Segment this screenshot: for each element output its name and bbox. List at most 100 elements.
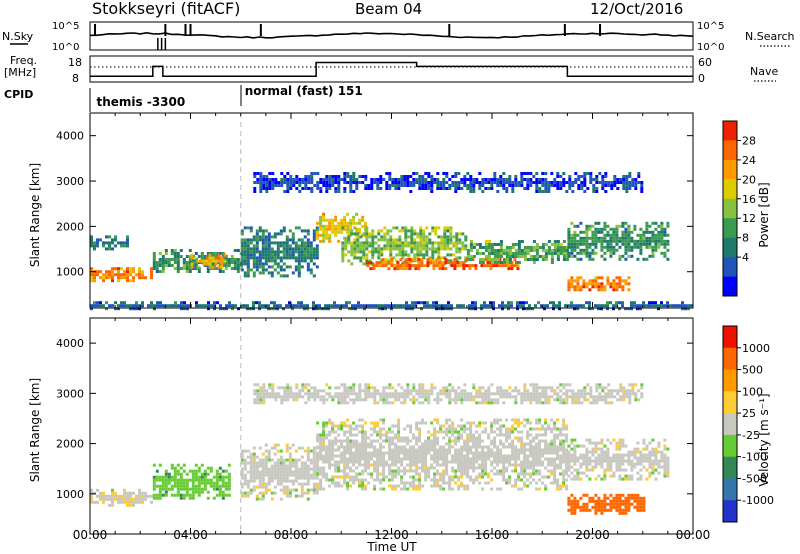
colorbar-frame [722,120,738,297]
echo-band [567,276,631,292]
echo-band [253,172,644,193]
colorbar-swatch [723,198,737,219]
y-tick-label: 4000 [56,337,84,350]
y-tick-label: 4000 [56,130,84,143]
colorbar-tick-label: 4 [742,251,749,264]
colorbar-tick-label: 28 [742,134,756,147]
x-tick-label: 20:00 [575,528,610,542]
colorbar-tick-label: -25 [742,429,760,442]
frequency-line [90,61,693,78]
echo-band [240,226,319,278]
freq-label: Freq. [10,54,37,67]
cpid-label: CPID [4,88,33,101]
colorbar-tick-label: 25 [742,407,756,420]
nave-label: Nave [750,65,778,78]
colorbar-swatch [723,347,737,371]
colorbar-swatch [723,179,737,200]
colorbar-swatch [723,257,737,277]
nsky-label: N.Sky [2,30,34,43]
x-tick-label: 08:00 [274,528,309,542]
noise-left-tick-low: 10^0 [52,42,79,53]
colorbar-swatch [723,237,737,258]
echo-band [253,383,644,405]
velocity-y-axis-label: Slant Range [km] [28,378,42,482]
colorbar-tick-label: -500 [742,472,767,485]
colorbar-swatch [723,500,737,523]
colorbar-swatch [723,326,737,349]
freq-tick-high: 18 [68,56,82,69]
echo-band [567,493,646,515]
velocity-colorbar-label: Velocity [m s⁻¹] [757,393,771,486]
colorbar-swatch [723,121,737,141]
colorbar-tick-label: 100 [742,385,763,398]
nave-tick-high: 60 [698,56,712,69]
colorbar-tick-label: -100 [742,451,767,464]
power-colorbar: 28 24 20 16 12 8 4 [722,120,756,297]
power-colorbar-label: Power [dB] [757,182,771,247]
station-title: Stokkseyri (fitACF) [92,0,240,18]
colorbar-tick-label: 500 [742,364,763,377]
echo-band [316,212,368,243]
freq-unit-label: [MHz] [4,66,36,79]
colorbar-swatch [723,413,737,436]
colorbar-swatch [723,276,737,297]
x-tick-label: 16:00 [475,528,510,542]
noise-panel-frame [89,21,694,51]
y-tick-label: 1000 [56,488,84,501]
colorbar-tick-label: 24 [742,154,756,167]
colorbar-swatch [723,140,737,161]
nsearch-label: N.Search [745,30,795,43]
echo-band [341,226,468,266]
colorbar-tick-label: 8 [742,232,749,245]
power-panel: 1000 2000 3000 4000 [56,112,694,311]
echo-band [90,488,153,507]
x-tick-labels: 00:00 04:00 08:00 12:00 16:00 20:00 00:00 [73,528,711,542]
noise-right-tick-low: 10^0 [697,42,724,53]
freq-panel-frame [89,55,694,83]
colorbar-frame [722,325,738,523]
cpid-themis: themis -3300 [97,95,186,109]
colorbar-swatch [723,391,737,414]
colorbar-swatch [723,159,737,180]
colorbar-tick-label: 20 [742,173,756,186]
x-tick-label: 00:00 [676,528,711,542]
colorbar-swatch [723,434,737,458]
freq-tick-low: 8 [72,72,79,85]
echo-band [567,221,670,261]
beam-label: Beam 04 [355,0,422,18]
power-y-axis-label: Slant Range [km] [28,163,42,267]
x-tick-label: 04:00 [173,528,208,542]
colorbar-tick-label: 12 [742,212,756,225]
y-tick-label: 3000 [56,175,84,188]
echo-band [567,438,670,481]
echo-band [316,418,569,491]
colorbar-swatch [723,369,737,392]
y-tick-label: 3000 [56,387,84,400]
noise-spikes [94,24,602,50]
colorbar-swatch [723,456,737,479]
colorbar-tick-label: 1000 [742,342,770,355]
colorbar-tick-label: -1000 [742,494,774,507]
echo-band [152,463,231,500]
echo-band [466,240,569,264]
colorbar-swatch [723,218,737,239]
cpid-normal-fast: normal (fast) 151 [245,84,363,98]
velocity-colorbar: 1000 500 100 25 -25 -100 -500 -1000 [722,325,774,523]
y-tick-label: 1000 [56,266,84,279]
x-tick-label: 00:00 [73,528,108,542]
y-tick-label: 2000 [56,220,84,233]
echo-band [90,301,693,311]
y-tick-label: 2000 [56,438,84,451]
echo-band [190,253,227,269]
noise-left-tick-high: 10^5 [52,21,79,32]
echo-band [90,235,129,251]
noise-sky-line [90,31,694,39]
x-axis-label: Time UT [366,540,417,554]
nave-tick-low: 0 [698,72,705,85]
noise-right-tick-high: 10^5 [697,21,724,32]
date-label: 12/Oct/2016 [590,0,683,18]
velocity-panel: 1000 2000 3000 4000 [56,317,694,535]
colorbar-tick-label: 16 [742,193,756,206]
x-tick-label: 12:00 [374,528,409,542]
